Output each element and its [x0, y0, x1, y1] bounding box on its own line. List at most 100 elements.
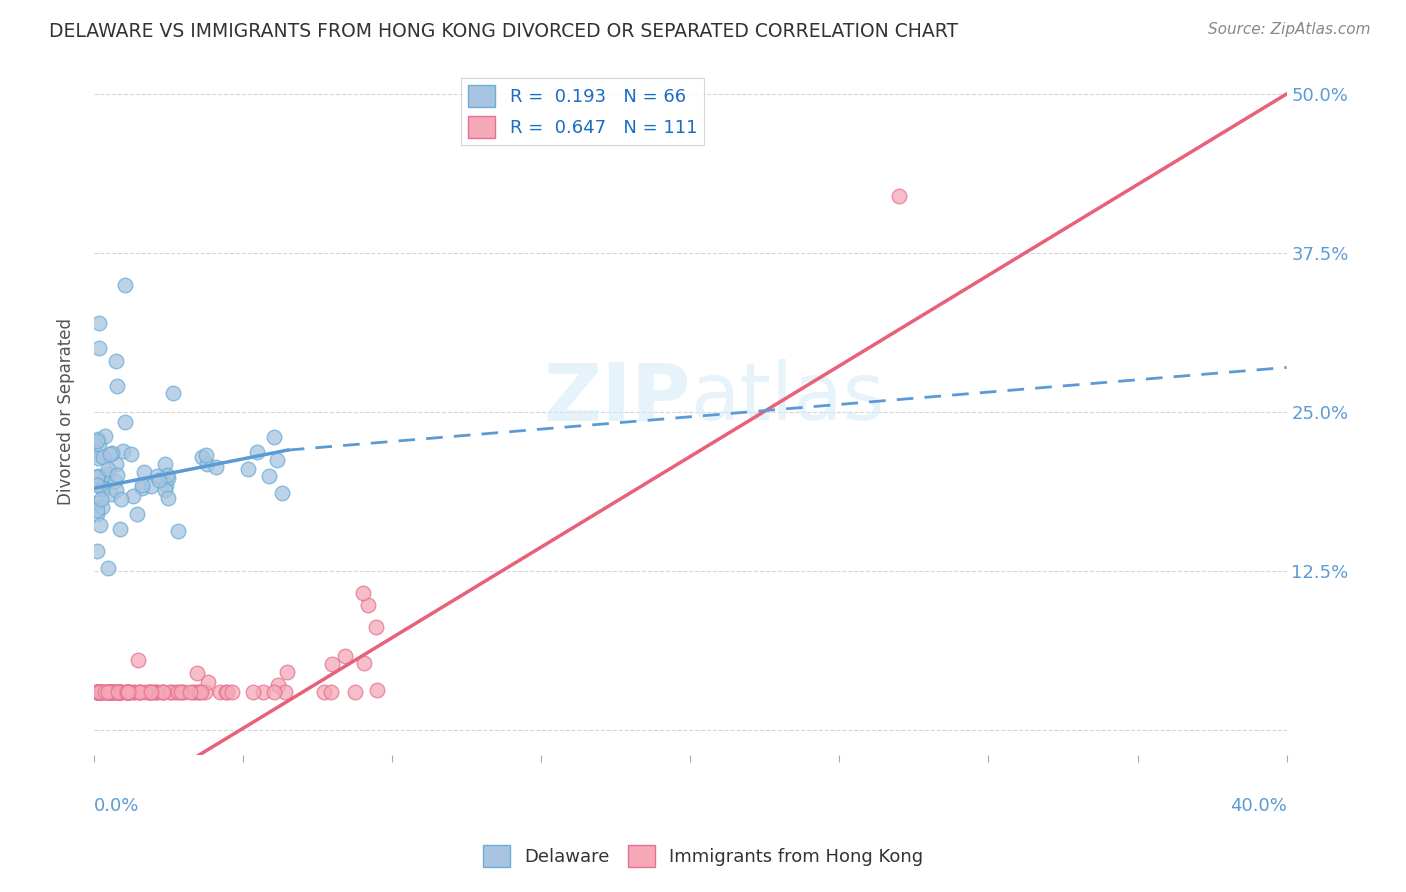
Point [100, 685, 122, 699]
Point [352, 586, 374, 600]
Point [105, 379, 128, 393]
Point [96, 685, 118, 699]
Point [266, 678, 288, 692]
Point [263, 685, 285, 699]
Point [86, 508, 108, 522]
Point [114, 685, 136, 699]
Point [117, 685, 139, 699]
Point [186, 665, 208, 680]
Point [110, 685, 132, 699]
Point [242, 685, 264, 699]
Point [86, 685, 108, 699]
Point [87, 450, 110, 465]
Point [139, 685, 162, 699]
Point [266, 453, 288, 467]
Point [97, 561, 120, 575]
Text: Source: ZipAtlas.com: Source: ZipAtlas.com [1208, 22, 1371, 37]
Point [152, 685, 174, 699]
Point [887, 188, 910, 202]
Point [139, 685, 162, 699]
Point [91, 500, 114, 514]
Point [187, 685, 209, 699]
Point [114, 277, 136, 292]
Point [138, 685, 160, 699]
Point [87, 469, 110, 483]
Point [194, 685, 217, 699]
Point [364, 619, 387, 633]
Point [132, 465, 155, 479]
Point [90, 685, 112, 699]
Point [120, 447, 142, 461]
Point [191, 450, 214, 464]
Point [145, 685, 167, 699]
Point [90, 685, 112, 699]
Point [153, 483, 176, 497]
Point [100, 685, 122, 699]
Point [129, 685, 152, 699]
Point [105, 483, 128, 498]
Point [91, 481, 114, 495]
Point [89, 685, 111, 699]
Point [159, 685, 181, 699]
Point [131, 481, 153, 495]
Point [335, 648, 357, 663]
Point [108, 685, 131, 699]
Legend: R =  0.193   N = 66, R =  0.647   N = 111: R = 0.193 N = 66, R = 0.647 N = 111 [461, 78, 704, 145]
Point [131, 478, 153, 492]
Point [122, 685, 145, 699]
Point [86, 685, 108, 699]
Point [86, 685, 108, 699]
Point [96, 685, 118, 699]
Point [204, 460, 226, 475]
Point [107, 685, 129, 699]
Point [103, 685, 125, 699]
Point [321, 657, 343, 672]
Point [344, 685, 367, 699]
Point [276, 665, 298, 680]
Point [86, 434, 108, 448]
Point [87, 685, 110, 699]
Point [100, 685, 122, 699]
Point [236, 462, 259, 476]
Point [162, 386, 184, 401]
Point [208, 685, 231, 699]
Point [319, 685, 342, 699]
Point [146, 468, 169, 483]
Point [105, 685, 128, 699]
Point [157, 471, 180, 485]
Point [163, 685, 186, 699]
Point [366, 682, 388, 697]
Point [98, 447, 121, 461]
Point [100, 685, 122, 699]
Point [167, 524, 190, 539]
Point [91, 450, 114, 465]
Point [183, 685, 205, 699]
Point [87, 316, 110, 330]
Point [86, 544, 108, 558]
Point [118, 685, 141, 699]
Point [118, 685, 141, 699]
Point [122, 685, 145, 699]
Point [195, 457, 218, 471]
Point [89, 685, 111, 699]
Point [104, 685, 127, 699]
Point [246, 444, 269, 458]
Point [141, 685, 163, 699]
Point [107, 685, 129, 699]
Text: 0.0%: 0.0% [94, 797, 139, 814]
Point [183, 685, 205, 699]
Point [97, 685, 120, 699]
Text: 40.0%: 40.0% [1230, 797, 1286, 814]
Point [215, 685, 238, 699]
Point [125, 508, 148, 522]
Point [112, 444, 135, 458]
Point [110, 685, 132, 699]
Point [197, 675, 219, 690]
Point [89, 685, 111, 699]
Point [98, 685, 121, 699]
Point [103, 685, 125, 699]
Point [357, 598, 380, 612]
Point [110, 492, 132, 507]
Point [118, 685, 141, 699]
Point [94, 429, 117, 443]
